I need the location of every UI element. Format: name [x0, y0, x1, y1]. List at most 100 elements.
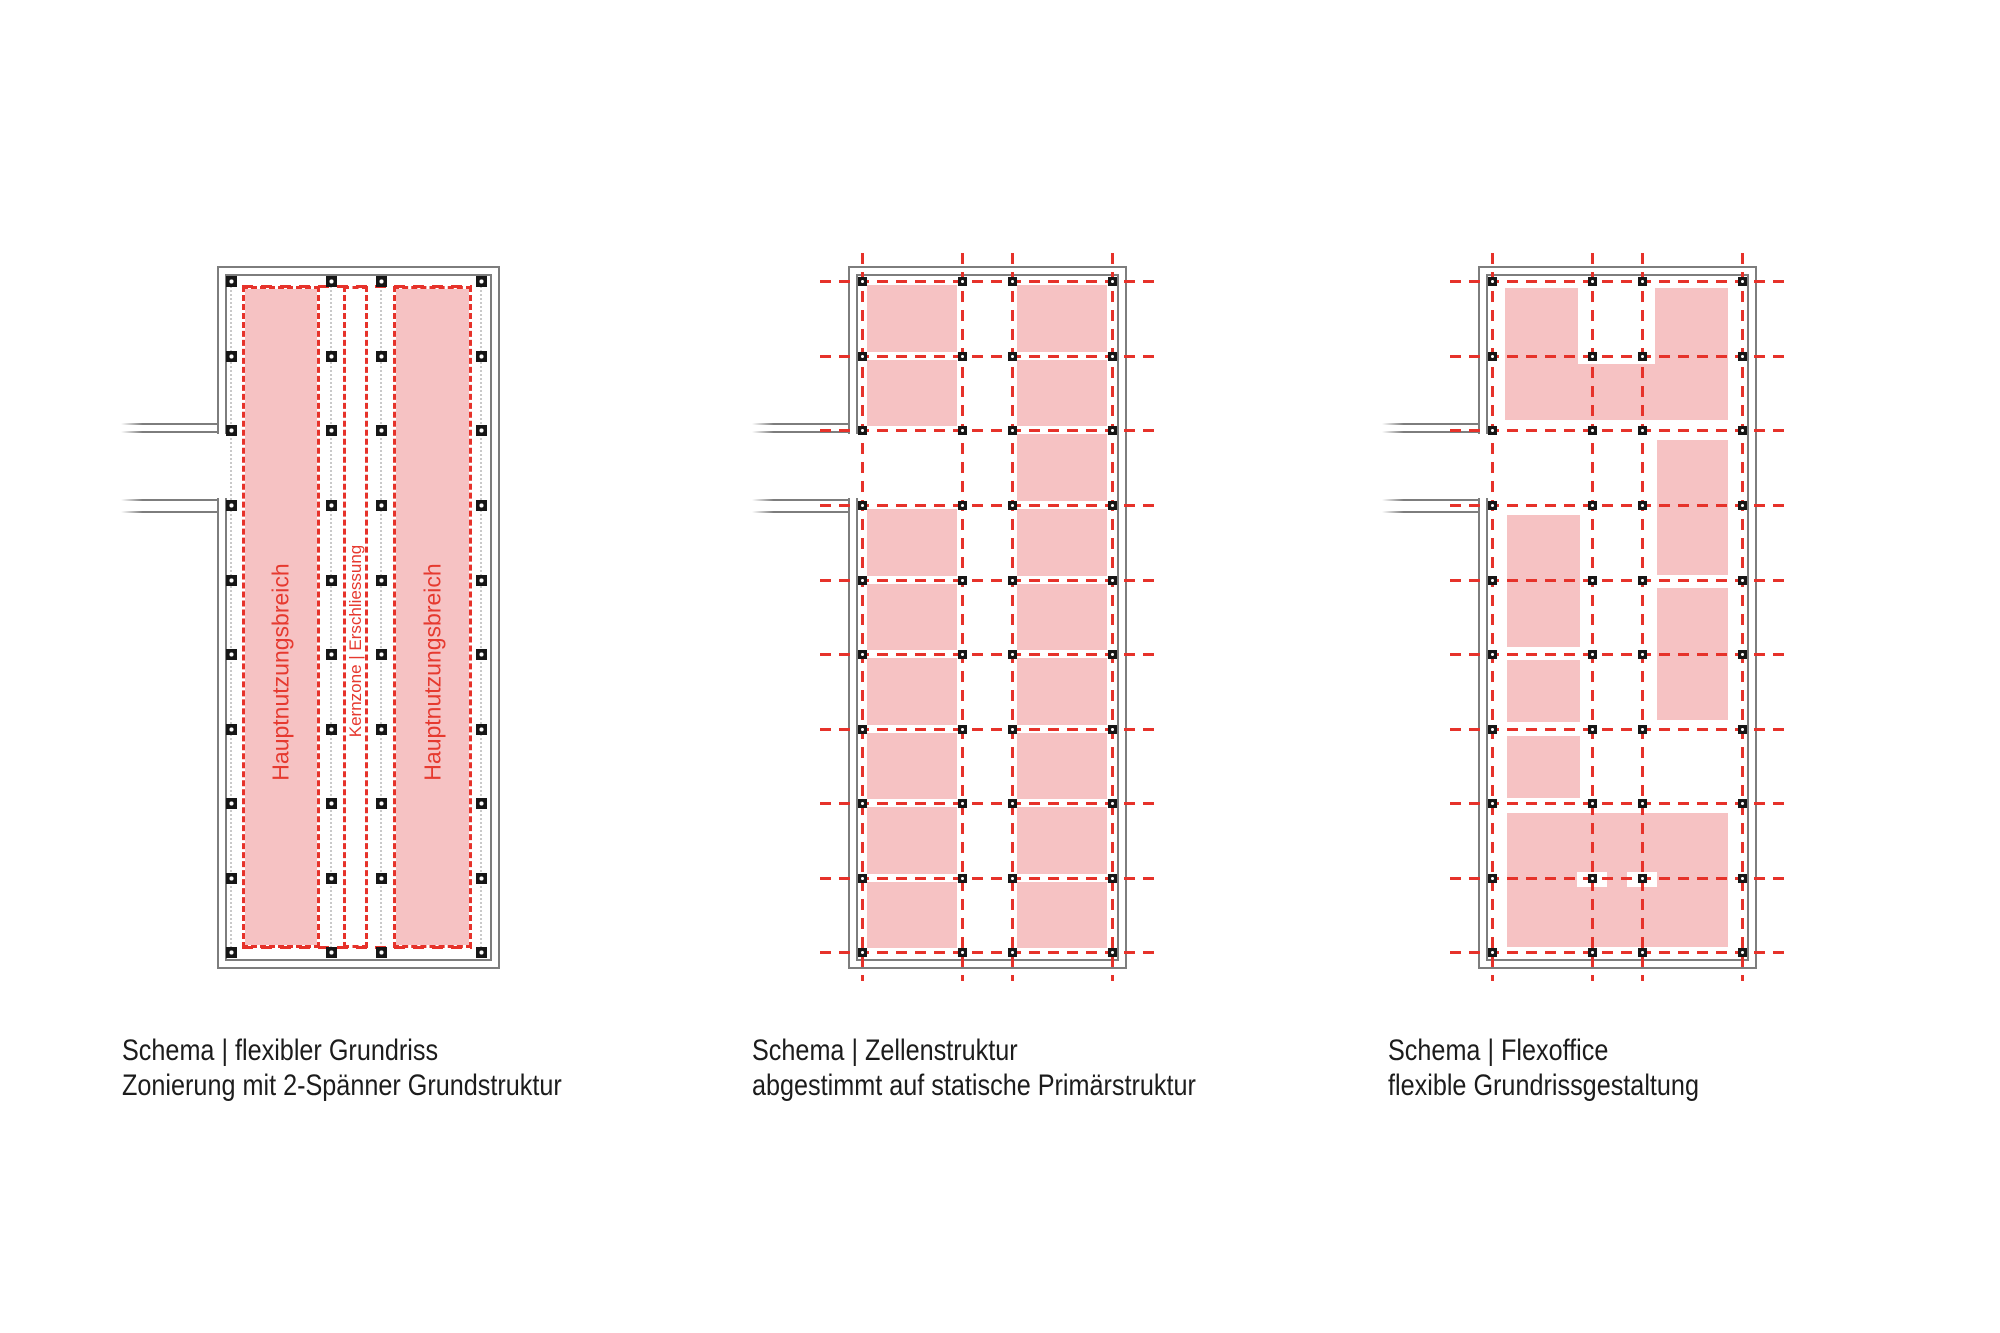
caption-flexoffice: Schema | Flexoffice flexible Grundrissge…	[1388, 1033, 1699, 1103]
column-marker	[325, 723, 337, 735]
column-marker	[1107, 425, 1117, 435]
column-marker	[857, 724, 867, 734]
wall-opening	[1475, 434, 1491, 498]
column-marker	[1007, 276, 1017, 286]
cell-fill	[1017, 360, 1107, 426]
cell-fill	[867, 509, 957, 576]
zone-fill	[396, 289, 469, 945]
column-marker	[957, 798, 967, 808]
column-marker	[857, 425, 867, 435]
column-marker	[1637, 724, 1647, 734]
column-marker	[1637, 947, 1647, 957]
office-block-fill	[1507, 813, 1728, 947]
column-marker	[325, 648, 337, 660]
wall-opening	[845, 434, 861, 498]
column-marker	[225, 499, 237, 511]
column-marker	[325, 499, 337, 511]
corridor-wall-line	[752, 423, 850, 425]
column-marker	[225, 648, 237, 660]
grid-axis-line-vertical	[1111, 253, 1114, 981]
column-marker	[375, 946, 387, 958]
corridor-wall-line	[752, 511, 850, 513]
corridor-wall-line	[121, 499, 219, 501]
cell-fill	[1017, 509, 1107, 576]
grid-axis-line-horizontal	[1450, 355, 1785, 358]
building-outline-outer	[1478, 266, 1757, 969]
column-marker	[325, 275, 337, 287]
column-marker	[1587, 500, 1597, 510]
column-marker	[375, 574, 387, 586]
grid-axis-line-horizontal	[1450, 802, 1785, 805]
column-marker	[475, 424, 487, 436]
grid-axis-line-vertical	[861, 253, 864, 981]
column-marker	[475, 723, 487, 735]
column-marker	[475, 499, 487, 511]
column-marker	[957, 724, 967, 734]
zone-outline	[393, 286, 472, 948]
office-block-fill	[1657, 440, 1728, 575]
grid-axis-line-vertical	[1591, 253, 1594, 981]
corridor-wall-line	[752, 431, 850, 433]
column-marker	[957, 425, 967, 435]
column-marker	[325, 424, 337, 436]
column-marker	[475, 350, 487, 362]
office-block-fill	[1505, 288, 1578, 420]
column-marker	[957, 500, 967, 510]
column-marker	[1007, 425, 1017, 435]
column-marker	[1487, 798, 1497, 808]
column-marker	[857, 873, 867, 883]
corridor-wall-line	[121, 431, 219, 433]
column-marker	[225, 424, 237, 436]
cell-fill	[1017, 285, 1107, 352]
zone-label: Hauptnutzungsbreich	[419, 563, 445, 781]
column-marker	[475, 275, 487, 287]
column-marker	[1487, 947, 1497, 957]
column-marker	[225, 350, 237, 362]
column-marker	[957, 351, 967, 361]
column-marker	[1637, 276, 1647, 286]
cell-fill	[1017, 807, 1107, 874]
column-marker	[1007, 873, 1017, 883]
column-marker	[1107, 798, 1117, 808]
facade-axis-dotted-line	[480, 281, 482, 952]
column-marker	[325, 350, 337, 362]
column-marker	[1487, 351, 1497, 361]
grid-axis-line-horizontal	[820, 504, 1155, 507]
column-marker	[325, 574, 337, 586]
column-marker	[1587, 649, 1597, 659]
column-marker	[957, 873, 967, 883]
column-marker	[1587, 798, 1597, 808]
column-marker	[1007, 798, 1017, 808]
office-block-fill	[1507, 736, 1580, 798]
grid-axis-line-vertical	[1011, 253, 1014, 981]
column-marker	[1007, 947, 1017, 957]
column-marker	[1487, 724, 1497, 734]
column-marker	[325, 872, 337, 884]
grid-axis-line-horizontal	[1450, 728, 1785, 731]
column-marker	[1587, 947, 1597, 957]
zone-fill	[245, 289, 317, 945]
grid-axis-line-vertical	[1491, 253, 1494, 981]
column-marker	[857, 351, 867, 361]
column-marker	[1107, 575, 1117, 585]
column-marker	[1487, 276, 1497, 286]
caption-line-2: abgestimmt auf statische Primärstruktur	[752, 1069, 1196, 1102]
column-marker	[1007, 724, 1017, 734]
corridor-wall-line	[752, 499, 850, 501]
grid-axis-line-horizontal	[820, 355, 1155, 358]
column-marker	[1107, 724, 1117, 734]
column-marker	[1107, 276, 1117, 286]
grid-axis-line-vertical	[1741, 253, 1744, 981]
column-marker	[225, 872, 237, 884]
cell-fill	[867, 360, 957, 426]
grid-axis-line-horizontal	[820, 728, 1155, 731]
cell-fill	[1017, 434, 1107, 501]
grid-axis-line-horizontal	[1450, 429, 1785, 432]
column-marker	[1737, 798, 1747, 808]
column-marker	[1587, 276, 1597, 286]
corridor-wall-line	[121, 423, 219, 425]
grid-axis-line-horizontal	[1450, 504, 1785, 507]
column-marker	[225, 797, 237, 809]
column-marker	[1487, 649, 1497, 659]
column-marker	[1587, 425, 1597, 435]
